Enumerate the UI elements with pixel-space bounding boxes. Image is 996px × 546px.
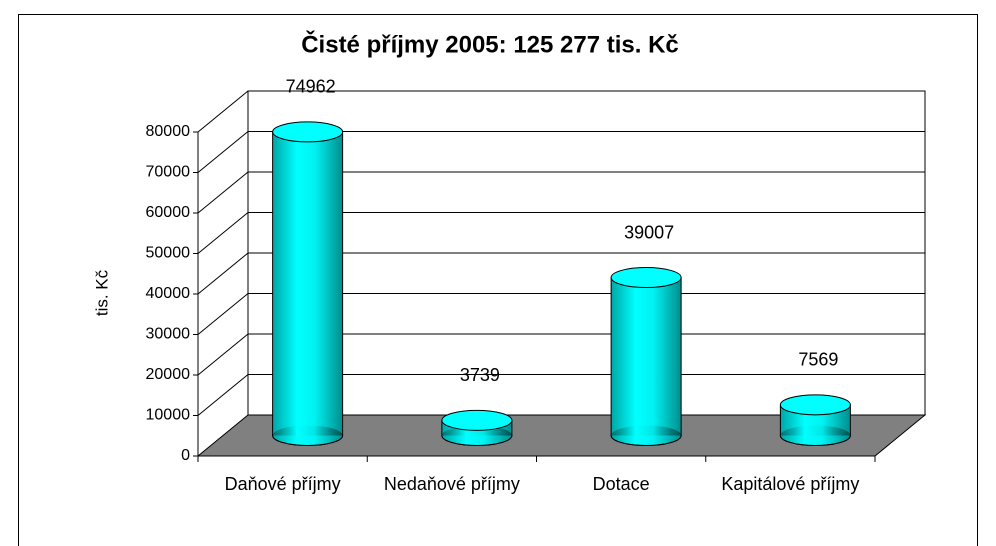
bar-outline	[272, 131, 344, 446]
grid-line	[197, 90, 249, 133]
bar-bottom-shade	[272, 425, 343, 446]
x-tick-label: Daňové příjmy	[224, 474, 341, 494]
y-tick-label: 30000	[146, 326, 191, 343]
grid-line	[197, 374, 249, 416]
y-tick-label: 20000	[146, 366, 191, 383]
grid-line	[197, 293, 249, 335]
x-tick-label: Kapitálové příjmy	[721, 474, 860, 494]
value-label: 7569	[798, 350, 838, 370]
bar-bottom-shade	[441, 425, 512, 446]
chart-title: Čisté příjmy 2005: 125 277 tis. Kč	[301, 30, 679, 58]
grid-line	[197, 212, 249, 254]
chart-border	[18, 14, 978, 546]
grid-line	[197, 171, 249, 214]
y-tick-label: 60000	[146, 204, 191, 221]
value-label: 39007	[624, 222, 674, 242]
value-label: 74962	[286, 77, 336, 97]
bar-shade	[611, 277, 682, 436]
y-axis-label: tis. Kč	[92, 269, 111, 316]
bar-top	[441, 409, 513, 431]
y-tick-label: 80000	[146, 123, 191, 140]
bar-top	[779, 394, 851, 416]
bar-shade	[272, 131, 343, 436]
bar-bottom-shade	[780, 425, 851, 446]
bar-top	[272, 121, 344, 143]
y-tick-label: 10000	[146, 407, 191, 424]
x-tick-label: Nedaňové příjmy	[383, 474, 520, 494]
grid-line	[197, 252, 249, 295]
bar-top	[610, 267, 682, 289]
bar-outline	[610, 277, 682, 446]
bar-outline	[441, 420, 513, 446]
y-tick-label: 40000	[146, 285, 191, 302]
bar-outline	[779, 404, 851, 446]
grid-line	[197, 333, 249, 376]
x-tick-label: Dotace	[592, 474, 650, 494]
grid-line	[197, 131, 249, 173]
y-tick-label: 0	[181, 447, 190, 464]
value-label: 3739	[460, 365, 500, 385]
y-tick-label: 50000	[146, 245, 191, 262]
y-tick-label: 70000	[146, 164, 191, 181]
bar-bottom-shade	[611, 425, 682, 446]
